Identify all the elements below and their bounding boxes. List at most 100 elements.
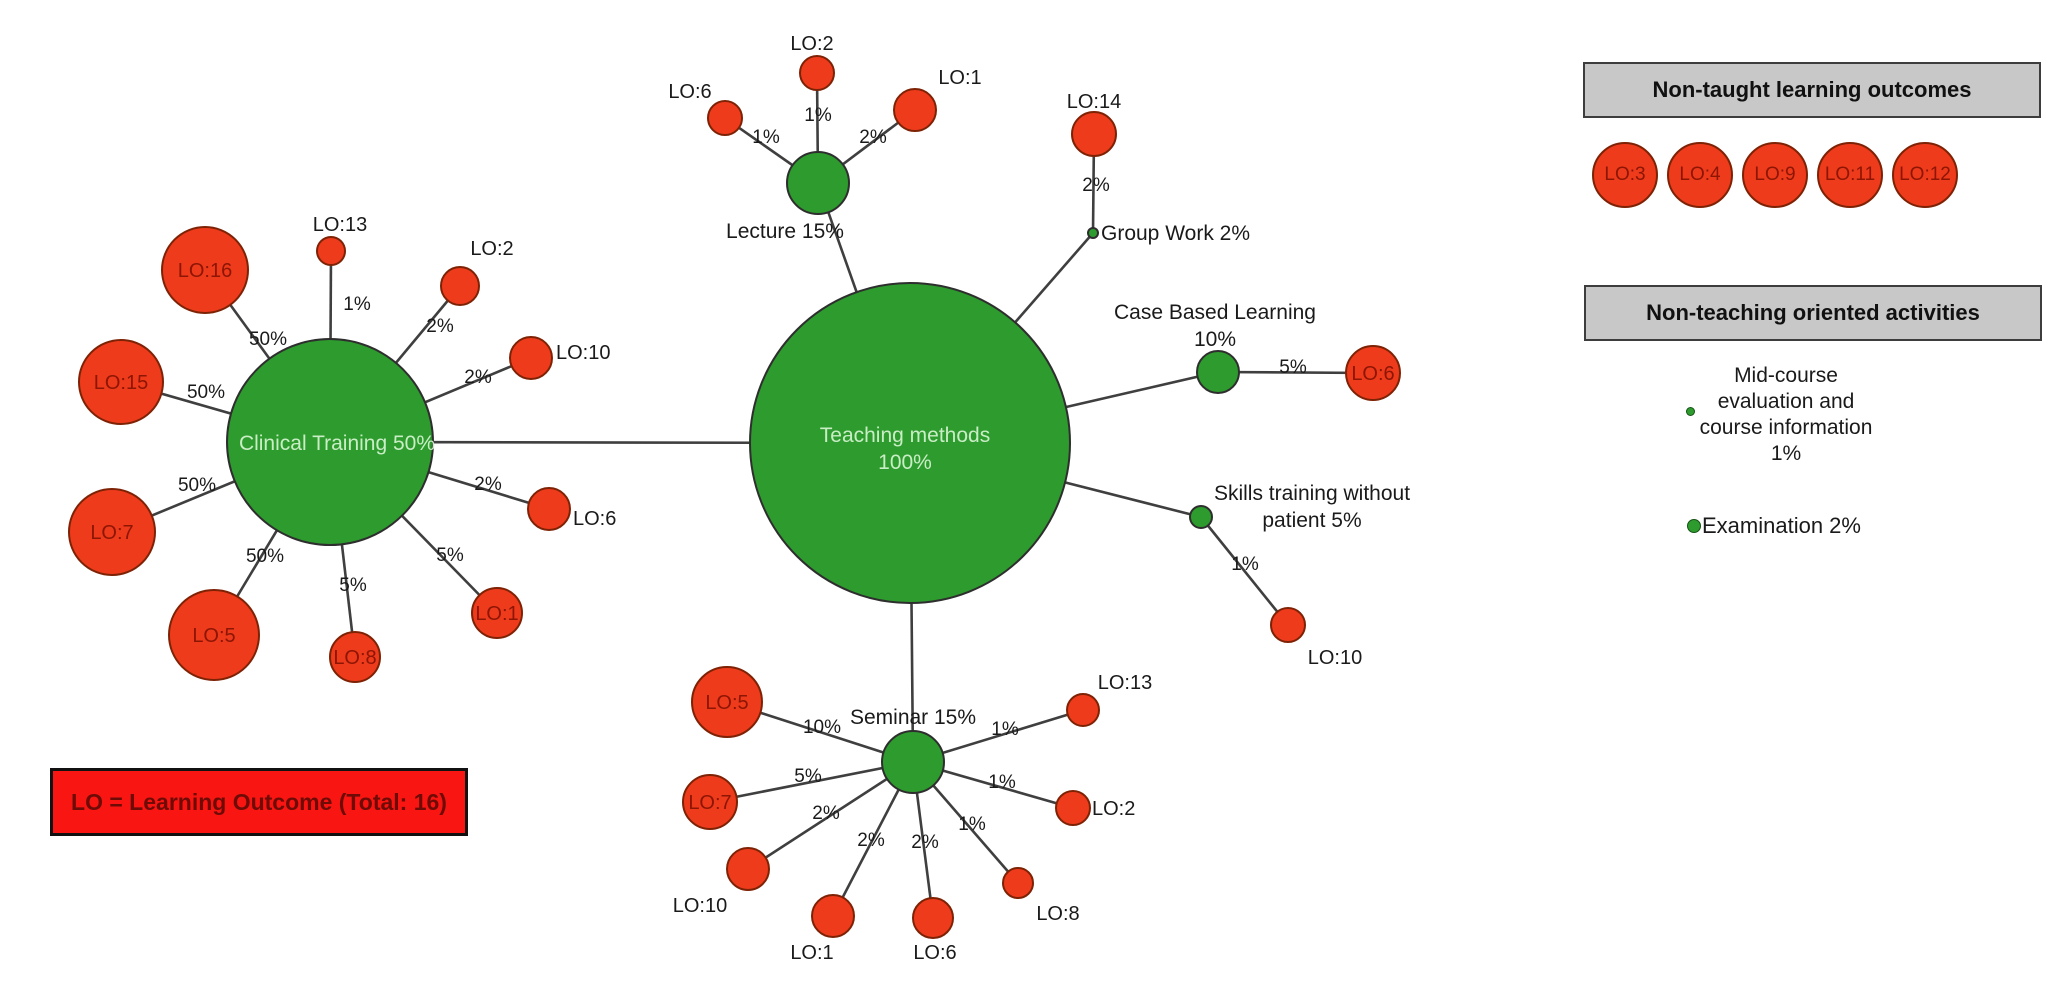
- examination-label: Examination 2%: [1702, 513, 1861, 538]
- label-se5: LO:5: [705, 692, 748, 714]
- node-c7: [68, 488, 156, 576]
- non-taught-outcome-lo9: LO:9: [1742, 142, 1808, 208]
- label-le6: LO:6: [668, 81, 711, 103]
- label-se13: LO:13: [1098, 672, 1152, 694]
- node-se1: [811, 894, 855, 938]
- midcourse-line: course information: [1699, 416, 1873, 439]
- label-c2: LO:2: [470, 238, 513, 260]
- node-skills: [1189, 505, 1213, 529]
- edge-label-clinical-c7: 50%: [178, 475, 216, 496]
- edge-label-lecture-le2: 1%: [804, 105, 832, 126]
- node-seminar: [881, 730, 945, 794]
- node-teaching: [749, 282, 1071, 604]
- label-c5: LO:5: [192, 625, 235, 647]
- label-skills-line2: patient 5%: [1262, 509, 1361, 532]
- label-groupwork: Group Work 2%: [1101, 222, 1250, 245]
- edge-seminar-se7: [709, 760, 914, 804]
- node-clinical: [226, 338, 434, 546]
- label-cbl-line1: Case Based Learning: [1114, 301, 1316, 324]
- edge-label-skills-s10: 1%: [1231, 554, 1259, 575]
- edge-label-seminar-se13: 1%: [991, 719, 1019, 740]
- node-se10: [726, 847, 770, 891]
- label-se10: LO:10: [673, 895, 727, 917]
- label-se2: LO:2: [1092, 798, 1135, 820]
- label-c13: LO:13: [313, 214, 367, 236]
- label-c1: LO:1: [475, 603, 518, 625]
- node-se5: [691, 666, 763, 738]
- edge-label-lecture-le6: 1%: [752, 127, 780, 148]
- edge-label-clinical-c5: 50%: [246, 546, 284, 567]
- edge-label-seminar-se10: 2%: [812, 803, 840, 824]
- midcourse-line: evaluation and: [1717, 390, 1855, 413]
- node-le6: [707, 100, 743, 136]
- node-c6: [527, 487, 571, 531]
- label-se6: LO:6: [913, 942, 956, 964]
- non-taught-outcome-lo4: LO:4: [1667, 142, 1733, 208]
- node-g14: [1071, 111, 1117, 157]
- edge-label-seminar-se1: 2%: [857, 830, 885, 851]
- edge-label-clinical-c15: 50%: [187, 382, 225, 403]
- node-groupwork: [1087, 227, 1099, 239]
- node-se7: [682, 774, 738, 830]
- node-le2: [799, 55, 835, 91]
- non-taught-outcome-lo12: LO:12: [1892, 142, 1958, 208]
- node-c2: [440, 266, 480, 306]
- node-se6: [912, 897, 954, 939]
- edge-label-clinical-c6: 2%: [474, 474, 502, 495]
- edge-label-clinical-c16: 50%: [249, 329, 287, 350]
- node-c1: [471, 587, 523, 639]
- node-c16: [161, 226, 249, 314]
- node-c5: [168, 589, 260, 681]
- non-teaching-title: Non-teaching oriented activities: [1646, 300, 1980, 325]
- label-c6: LO:6: [573, 508, 616, 530]
- edge-label-cbl-cb6: 5%: [1279, 357, 1307, 378]
- node-c10: [509, 336, 553, 380]
- label-le1: LO:1: [938, 67, 981, 89]
- node-s10: [1270, 607, 1306, 643]
- edge-label-lecture-le1: 2%: [859, 127, 887, 148]
- edge-label-groupwork-g14: 2%: [1082, 175, 1110, 196]
- label-le2: LO:2: [790, 33, 833, 55]
- node-lecture: [786, 151, 850, 215]
- non-taught-outcome-lo3: LO:3: [1592, 142, 1658, 208]
- label-c16: LO:16: [178, 260, 232, 282]
- non-taught-title: Non-taught learning outcomes: [1652, 77, 1972, 102]
- label-cb6: LO:6: [1351, 363, 1394, 385]
- label-teaching-line1: Teaching methods: [820, 424, 990, 447]
- label-lecture: Lecture 15%: [726, 220, 844, 243]
- label-g14: LO:14: [1067, 91, 1121, 113]
- midcourse-line: 1%: [1770, 442, 1802, 465]
- label-teaching-line2: 100%: [878, 451, 932, 474]
- node-se2: [1055, 790, 1091, 826]
- lo-legend-box: LO = Learning Outcome (Total: 16): [50, 768, 468, 836]
- node-se13: [1066, 693, 1100, 727]
- label-clinical: Clinical Training 50%: [239, 432, 435, 455]
- non-taught-outcome-lo11: LO:11: [1817, 142, 1883, 208]
- edge-label-clinical-c8: 5%: [339, 575, 367, 596]
- label-seminar: Seminar 15%: [850, 706, 976, 729]
- edge-label-clinical-c13: 1%: [343, 294, 371, 315]
- edge-label-seminar-se6: 2%: [911, 832, 939, 853]
- label-c7: LO:7: [90, 522, 133, 544]
- examination-activity: Examination 2%: [1687, 513, 1861, 539]
- non-teaching-header: Non-teaching oriented activities: [1584, 285, 2042, 341]
- edge-seminar-se10: [747, 760, 914, 871]
- node-c15: [78, 339, 164, 425]
- edge-skills-s10: [1199, 516, 1290, 626]
- examination-dot: [1687, 519, 1701, 533]
- label-c15: LO:15: [94, 372, 148, 394]
- label-s10: LO:10: [1308, 647, 1362, 669]
- midcourse-line: Mid-course: [1734, 364, 1838, 387]
- midcourse-activity-label: Mid-course evaluation and course informati…: [1636, 363, 1936, 467]
- node-cbl: [1196, 350, 1240, 394]
- edge-label-clinical-c1: 5%: [436, 545, 464, 566]
- non-taught-outcomes-row: LO:3 LO:4 LO:9 LO:11 LO:12: [1592, 142, 1958, 208]
- edge-label-seminar-se5: 10%: [803, 717, 841, 738]
- non-taught-header: Non-taught learning outcomes: [1583, 62, 2041, 118]
- lo-legend-text: LO = Learning Outcome (Total: 16): [71, 788, 447, 815]
- edge-label-seminar-se7: 5%: [794, 766, 822, 787]
- label-skills-line1: Skills training without: [1214, 482, 1410, 505]
- label-cbl-line2: 10%: [1194, 328, 1236, 351]
